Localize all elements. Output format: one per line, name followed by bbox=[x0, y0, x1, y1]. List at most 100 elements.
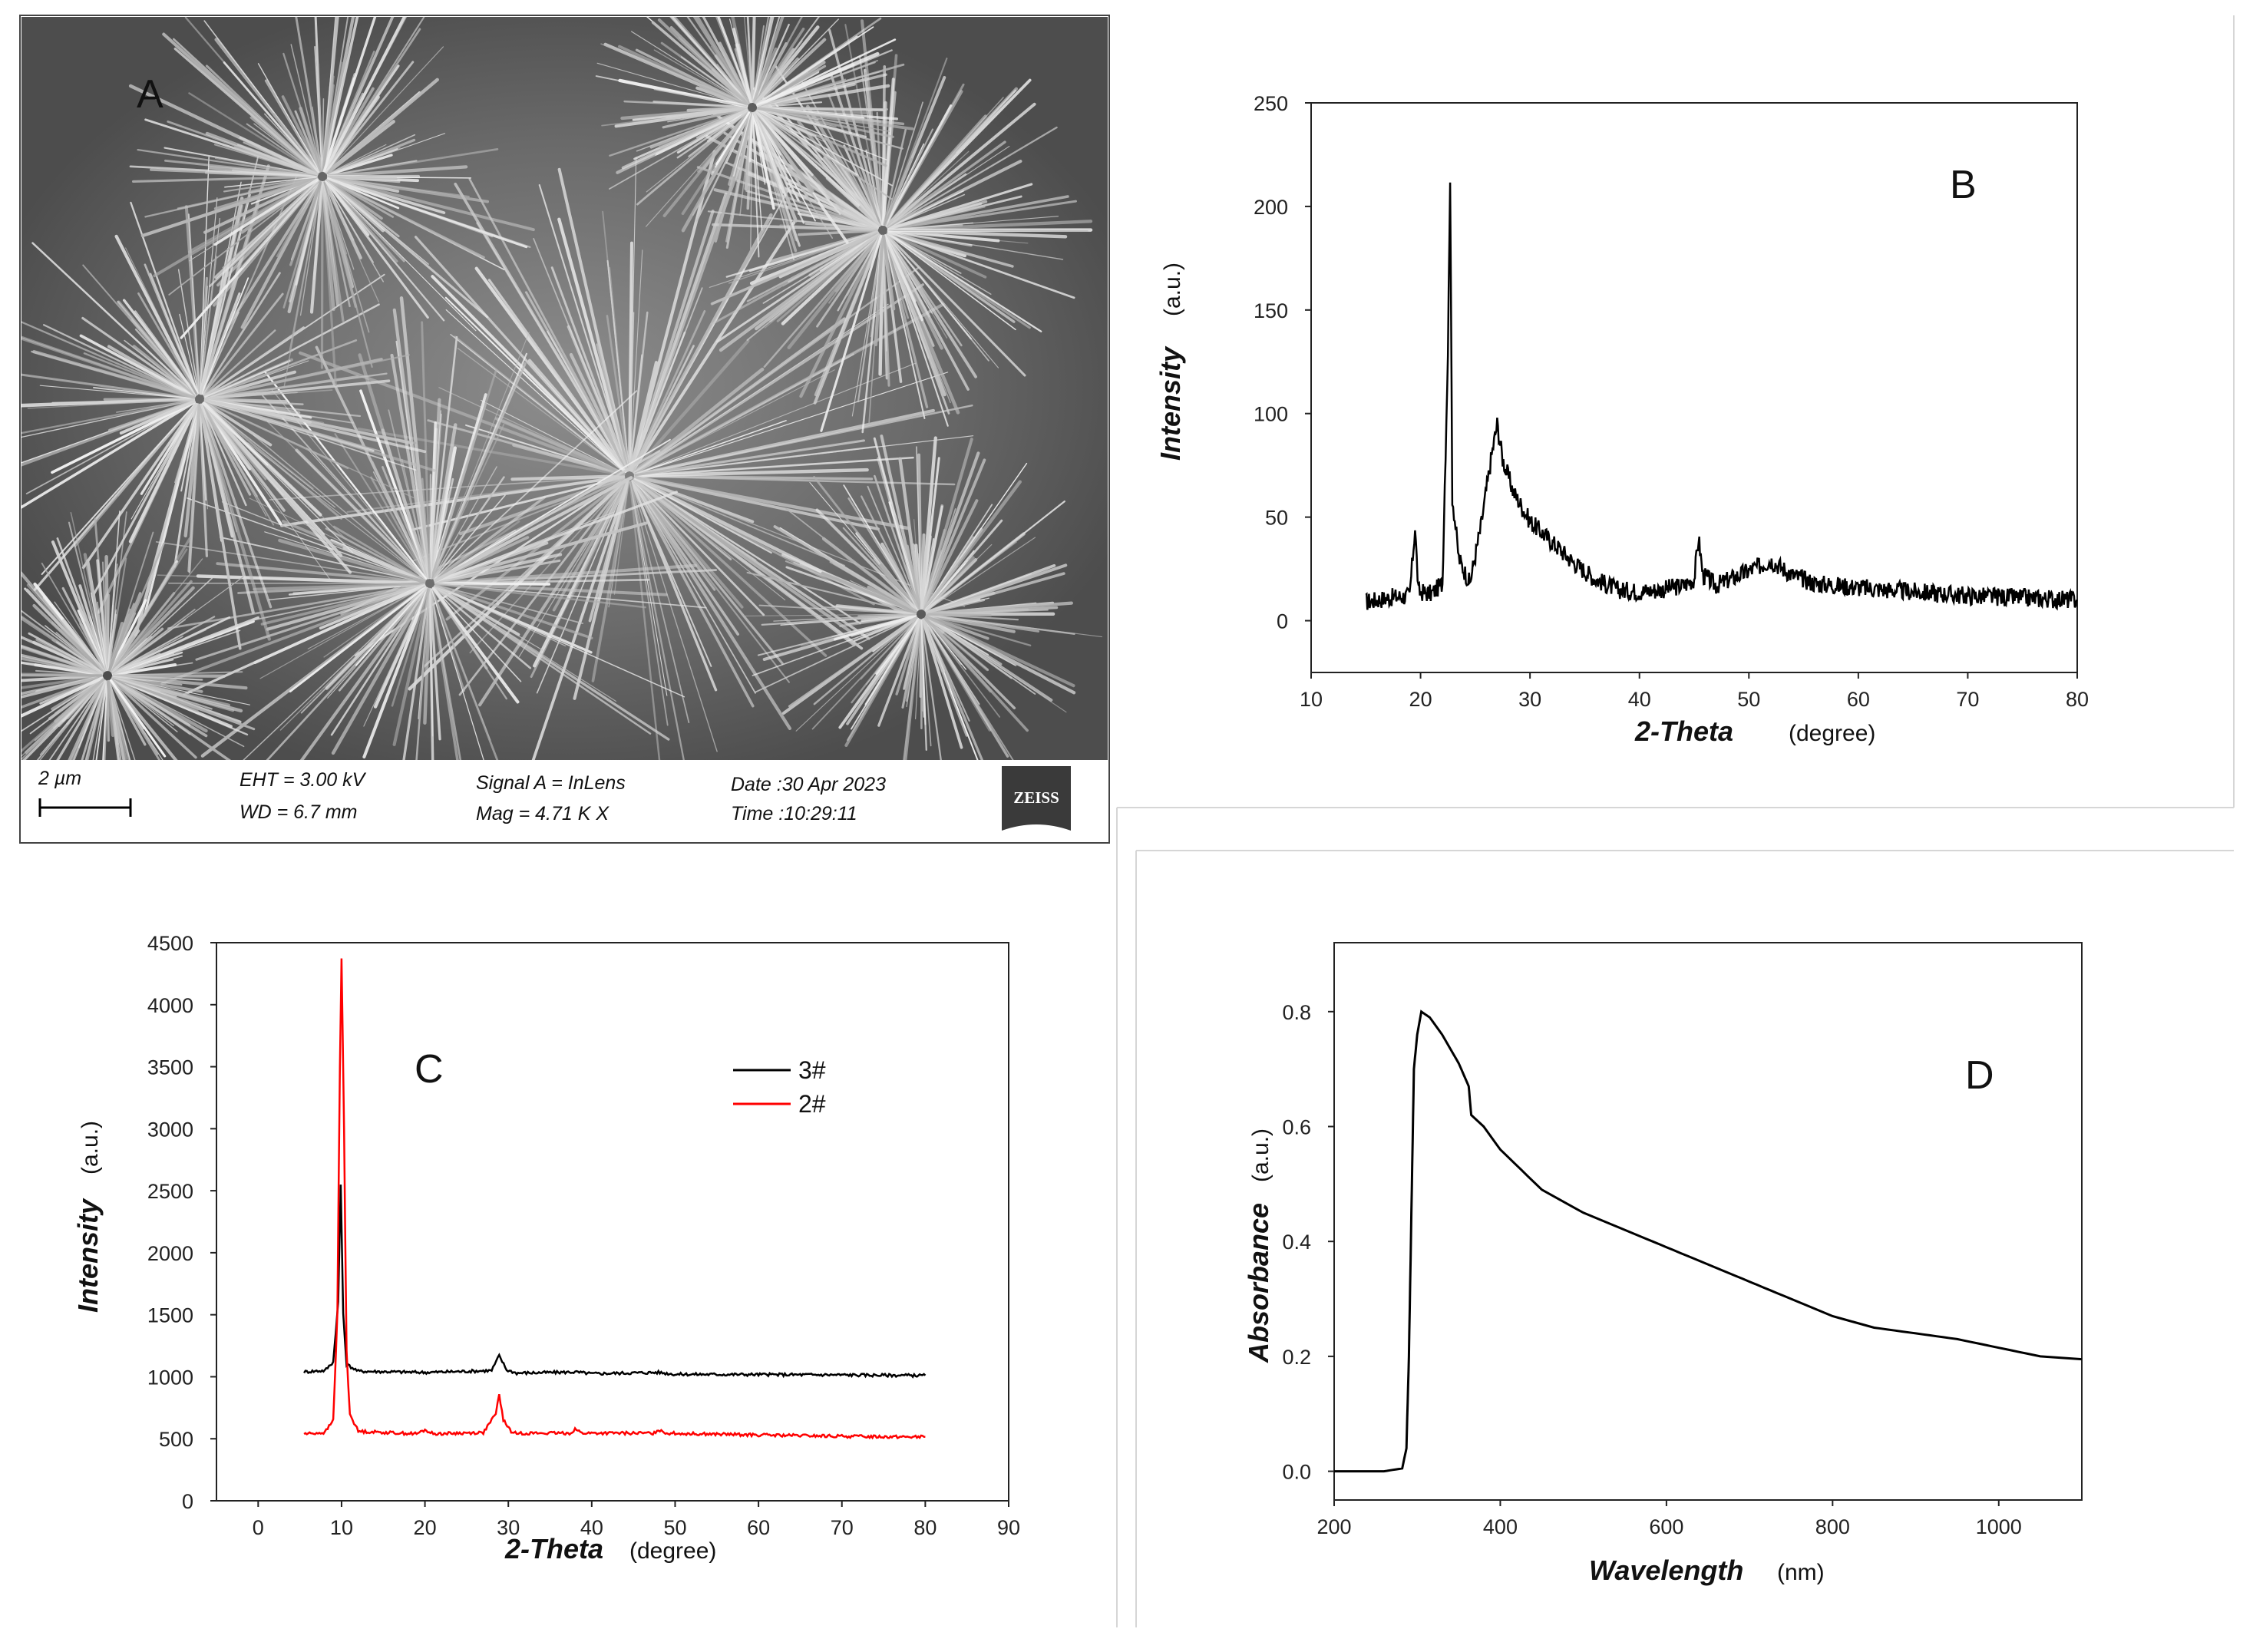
y-tick-label: 4000 bbox=[147, 994, 193, 1017]
sem-needle bbox=[278, 538, 426, 583]
sem-needle bbox=[629, 481, 661, 760]
sem-needle bbox=[224, 177, 317, 188]
sem-needle bbox=[247, 177, 318, 193]
sem-needle bbox=[370, 476, 428, 580]
sem-mag: Mag = 4.71 K X bbox=[476, 803, 609, 824]
sem-needle bbox=[756, 84, 890, 108]
sem-needle bbox=[926, 613, 1040, 633]
sem-needle bbox=[885, 78, 1032, 228]
sem-needle bbox=[200, 404, 238, 533]
sem-needle bbox=[444, 296, 626, 473]
sem-needle bbox=[757, 109, 827, 143]
scale-bar-label: 2 µm bbox=[38, 768, 81, 789]
sem-info-bar: 2 µm EHT = 3.00 kV WD = 6.7 mm Signal A … bbox=[21, 760, 1108, 841]
sem-needle bbox=[457, 348, 626, 473]
sem-needle bbox=[732, 28, 753, 104]
sem-needle bbox=[920, 619, 927, 751]
sem-needle bbox=[130, 404, 197, 520]
sem-needle bbox=[434, 582, 668, 596]
sem-needle bbox=[325, 61, 415, 173]
sem-needle bbox=[606, 315, 630, 471]
sem-needle bbox=[266, 583, 426, 631]
x-axis-label-c: 2-Theta (degree) bbox=[504, 1533, 716, 1564]
sem-needle bbox=[81, 316, 196, 397]
sem-needle bbox=[326, 177, 535, 232]
sem-needle bbox=[299, 182, 322, 316]
sem-needle bbox=[203, 399, 436, 472]
sem-needle bbox=[27, 398, 194, 409]
sem-needle bbox=[204, 354, 410, 399]
sem-needle bbox=[888, 230, 1089, 232]
sem-needle bbox=[884, 233, 977, 378]
sem-needle bbox=[886, 233, 1026, 377]
sem-needle bbox=[752, 113, 763, 231]
sem-needle bbox=[179, 313, 199, 394]
sem-needle bbox=[28, 632, 104, 674]
sem-needle bbox=[843, 144, 882, 226]
x-tick-label: 50 bbox=[1737, 688, 1760, 711]
sem-needle bbox=[433, 476, 633, 583]
sem-needle bbox=[851, 236, 883, 417]
sem-needle bbox=[445, 309, 626, 473]
sem-needle bbox=[188, 92, 319, 174]
sem-needle bbox=[634, 362, 917, 474]
sem-needle bbox=[821, 571, 917, 613]
sem-needle bbox=[434, 583, 646, 609]
sem-needle bbox=[325, 179, 489, 319]
sem-needle bbox=[620, 106, 748, 121]
x-tick-label: 60 bbox=[1847, 688, 1870, 711]
sem-needle bbox=[756, 110, 823, 160]
sem-needle bbox=[434, 450, 661, 582]
sem-needle bbox=[112, 671, 243, 676]
svg-text:(a.u.): (a.u.) bbox=[78, 1121, 103, 1175]
sem-needle bbox=[630, 309, 706, 472]
sem-needle bbox=[107, 510, 121, 670]
x-tick-label: 50 bbox=[663, 1516, 686, 1539]
sem-needle bbox=[864, 618, 920, 705]
sem-needle bbox=[434, 553, 563, 584]
panel-b: 10 20 30 40 50 60 70 80 0 50 100 150 200 250 B 2-Thet… bbox=[1155, 92, 2089, 747]
sem-needle bbox=[111, 678, 191, 735]
sem-needle bbox=[31, 242, 197, 396]
sem-needle bbox=[653, 49, 748, 105]
sem-needle bbox=[433, 390, 638, 580]
sem-needle bbox=[203, 403, 332, 582]
sem-needle bbox=[327, 177, 470, 197]
sem-needle bbox=[253, 582, 425, 591]
sem-needle bbox=[322, 17, 377, 173]
sem-needle bbox=[434, 521, 648, 583]
sem-needle bbox=[898, 457, 923, 610]
sem-needle bbox=[853, 615, 917, 643]
sem-needle bbox=[927, 614, 1102, 638]
sem-needle bbox=[752, 111, 775, 210]
sem-needle bbox=[926, 537, 1036, 612]
sem-needle bbox=[155, 541, 425, 583]
sem-needle bbox=[326, 165, 468, 178]
sem-needle bbox=[799, 234, 882, 398]
y-tick-label: 2500 bbox=[147, 1180, 193, 1203]
sem-needle bbox=[745, 190, 878, 230]
x-tick-label: 70 bbox=[831, 1516, 854, 1539]
sem-needle bbox=[533, 238, 628, 471]
sem-needle bbox=[434, 584, 583, 625]
sem-signal: Signal A = InLens bbox=[476, 772, 626, 794]
sem-needle bbox=[295, 448, 428, 581]
sem-needle bbox=[203, 401, 343, 520]
sem-needle bbox=[630, 480, 755, 708]
sem-needle bbox=[633, 476, 755, 524]
sem-needle bbox=[634, 477, 846, 567]
sem-needle bbox=[122, 299, 197, 396]
sem-needle bbox=[913, 518, 921, 609]
sem-needle bbox=[738, 112, 753, 168]
sem-needle bbox=[287, 180, 323, 314]
sem-needle bbox=[633, 477, 772, 554]
sem-needle bbox=[112, 675, 183, 686]
sem-needle bbox=[204, 401, 415, 499]
sem-needle bbox=[431, 588, 499, 760]
sem-needle bbox=[787, 233, 881, 350]
sem-needle bbox=[887, 231, 987, 279]
sem-needle bbox=[358, 353, 430, 580]
x-tick-label: 30 bbox=[1518, 688, 1541, 711]
sem-needle bbox=[203, 177, 319, 234]
sem-date: Date :30 Apr 2023 bbox=[731, 774, 886, 795]
